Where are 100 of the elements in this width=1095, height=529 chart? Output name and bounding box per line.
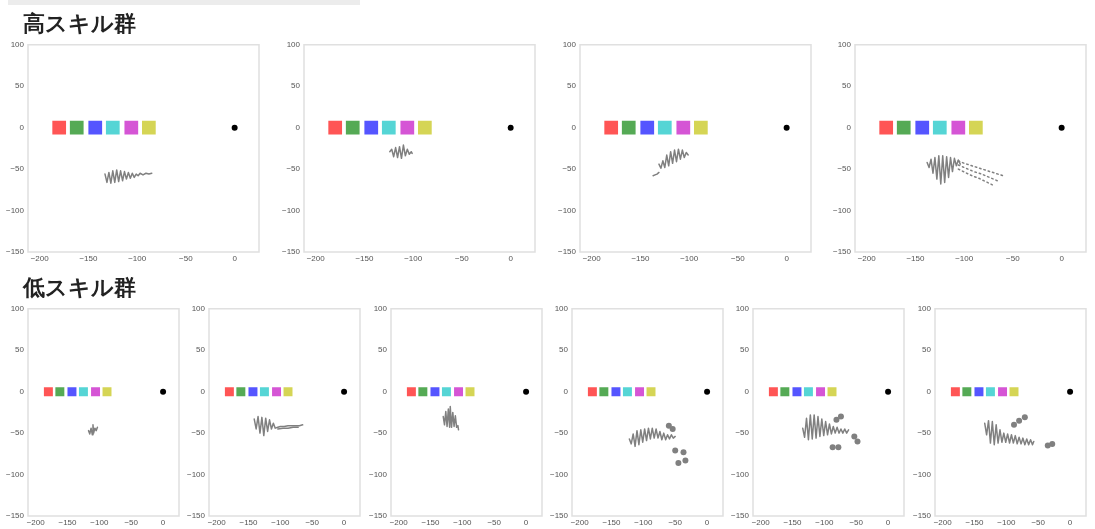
y-tick-label: 0 [382,386,388,396]
y-tick-label: −100 [912,469,932,479]
x-tick-label: −200 [306,254,326,263]
x-tick-label: −100 [453,518,472,527]
y-tick-label: −50 [562,164,577,174]
x-tick-label: −200 [389,518,409,527]
x-tick-label: −150 [906,254,925,263]
y-tick-label: 50 [15,345,25,355]
y-tick-label: 0 [19,386,25,396]
y-tick-label: −50 [10,164,25,174]
x-tick-label: −200 [582,254,602,263]
y-tick-label: −100 [281,205,301,215]
x-tick-label: −200 [30,254,50,263]
x-tick-label: −50 [305,518,320,527]
x-tick-label: −150 [631,254,650,263]
x-tick-label: 0 [341,518,347,527]
y-tick-label: −100 [368,469,388,479]
y-tick-label: 100 [10,304,25,313]
y-tick-label: 50 [922,345,932,355]
x-tick-label: −50 [1031,518,1046,527]
y-tick-label: 100 [917,304,932,313]
y-tick-label: 50 [842,81,852,91]
y-tick-label: 50 [567,81,577,91]
y-tick-label: 100 [562,40,577,49]
y-tick-label: 0 [926,386,932,396]
y-tick-label: −100 [730,469,750,479]
y-tick-label: −100 [549,469,569,479]
y-tick-label: −50 [837,164,852,174]
x-tick-label: 0 [885,518,891,527]
x-tick-label: −150 [783,518,803,527]
y-tick-label: −100 [5,469,25,479]
x-tick-label: −50 [124,518,139,527]
y-tick-label: 0 [744,386,750,396]
y-tick-label: 0 [563,386,569,396]
x-tick-label: −50 [1006,254,1021,263]
x-tick-label: −200 [570,518,590,527]
x-tick-label: −100 [404,254,423,263]
y-tick-label: 50 [378,345,388,355]
y-tick-label: 50 [740,345,750,355]
x-tick-label: −50 [179,254,194,263]
x-tick-label: 0 [704,518,710,527]
y-tick-label: −50 [373,428,388,438]
x-tick-label: −150 [421,518,441,527]
x-tick-label: −100 [815,518,834,527]
x-tick-label: 0 [160,518,166,527]
x-tick-label: −150 [355,254,374,263]
y-tick-label: −50 [735,428,750,438]
y-tick-label: 50 [196,345,206,355]
y-tick-label: −50 [191,428,206,438]
y-tick-label: 100 [286,40,301,49]
y-tick-label: 100 [554,304,569,313]
x-tick-label: 0 [1067,518,1073,527]
x-tick-label: 0 [784,254,790,263]
y-tick-label: 0 [200,386,206,396]
x-tick-label: −100 [90,518,109,527]
x-tick-label: −200 [751,518,771,527]
y-tick-label: 50 [291,81,301,91]
x-tick-label: −200 [857,254,877,263]
x-tick-label: −100 [128,254,147,263]
y-tick-label: 0 [571,122,577,132]
y-tick-label: −50 [554,428,569,438]
x-tick-label: −150 [239,518,259,527]
y-tick-label: 100 [735,304,750,313]
y-tick-label: 0 [846,122,852,132]
y-tick-label: −100 [557,205,577,215]
y-tick-label: −100 [832,205,852,215]
y-tick-label: 100 [837,40,852,49]
x-tick-label: −150 [79,254,98,263]
x-tick-label: 0 [508,254,514,263]
x-tick-label: −100 [955,254,974,263]
x-tick-label: −100 [997,518,1016,527]
x-tick-label: −50 [455,254,470,263]
y-tick-label: 100 [10,40,25,49]
y-tick-label: 50 [559,345,569,355]
x-tick-label: −100 [680,254,699,263]
y-tick-label: −100 [5,205,25,215]
y-tick-label: 100 [191,304,206,313]
y-tick-label: 50 [15,81,25,91]
y-tick-label: −50 [917,428,932,438]
x-tick-label: −150 [965,518,985,527]
y-tick-label: 0 [19,122,25,132]
x-tick-label: −200 [207,518,227,527]
x-tick-label: −50 [849,518,864,527]
x-tick-label: −50 [487,518,502,527]
x-tick-label: −200 [26,518,46,527]
x-tick-label: 0 [523,518,529,527]
y-tick-label: −50 [286,164,301,174]
x-tick-label: −200 [933,518,953,527]
x-tick-label: −150 [602,518,622,527]
y-tick-label: 0 [295,122,301,132]
x-tick-label: −50 [668,518,683,527]
y-tick-label: 100 [373,304,388,313]
chart-title: 高スキル群 [23,11,136,36]
x-tick-label: −150 [58,518,78,527]
chart-title: 低スキル群 [23,275,136,300]
x-tick-label: −100 [271,518,290,527]
x-tick-label: 0 [232,254,238,263]
y-tick-label: −100 [186,469,206,479]
x-tick-label: 0 [1059,254,1065,263]
x-tick-label: −100 [634,518,653,527]
